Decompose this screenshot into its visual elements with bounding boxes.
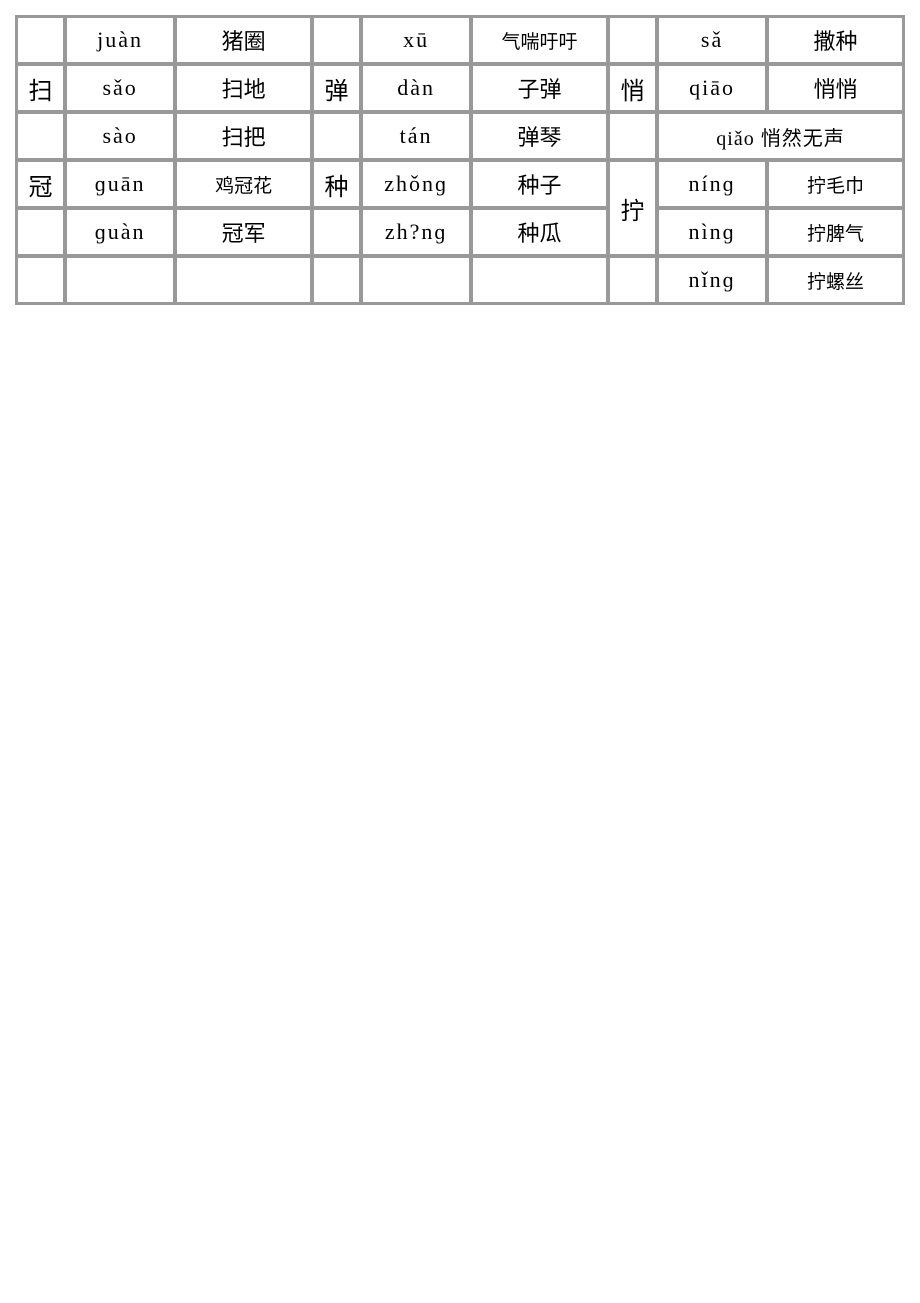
word-cell: 拧毛巾 (768, 161, 903, 207)
word-cell: 冠军 (176, 209, 311, 255)
char-cell (17, 257, 64, 303)
pinyin-cell: qiāo (658, 65, 766, 111)
char-cell: 悄 (609, 65, 656, 111)
char-cell (313, 113, 360, 159)
char-cell (313, 209, 360, 255)
word-cell (176, 257, 311, 303)
table-row: 冠 ɡuān 鸡冠花 种 zhǒnɡ 种子 拧 nínɡ 拧毛巾 (17, 161, 903, 207)
char-cell (17, 113, 64, 159)
pinyin-cell: zh?nɡ (362, 209, 470, 255)
pinyin-cell: dàn (362, 65, 470, 111)
pinyin-cell: nìnɡ (658, 209, 766, 255)
char-cell: 冠 (17, 161, 64, 207)
pinyin-cell: sǎ (658, 17, 766, 63)
word-cell: 扫地 (176, 65, 311, 111)
char-cell (609, 17, 656, 63)
char-cell (17, 17, 64, 63)
char-cell (313, 257, 360, 303)
word-cell: 猪圈 (176, 17, 311, 63)
pinyin-cell: nǐnɡ (658, 257, 766, 303)
word-cell: 弹琴 (472, 113, 607, 159)
word-cell: 撒种 (768, 17, 903, 63)
pinyin-cell: tán (362, 113, 470, 159)
word-cell: 拧螺丝 (768, 257, 903, 303)
char-cell: 种 (313, 161, 360, 207)
pinyin-cell: ɡuàn (66, 209, 174, 255)
word-cell: 鸡冠花 (176, 161, 311, 207)
char-cell (313, 17, 360, 63)
polyphone-table: juàn 猪圈 xū 气喘吁吁 sǎ 撒种 扫 sǎo 扫地 弹 dàn 子弹 … (15, 15, 905, 305)
merged-pinyin-word-cell: qiǎo 悄然无声 (658, 113, 903, 159)
word-cell: 气喘吁吁 (472, 17, 607, 63)
char-cell: 扫 (17, 65, 64, 111)
char-cell (609, 257, 656, 303)
word-cell: 拧脾气 (768, 209, 903, 255)
pinyin-cell: sào (66, 113, 174, 159)
word-cell: 子弹 (472, 65, 607, 111)
table-row: nǐnɡ 拧螺丝 (17, 257, 903, 303)
char-cell (17, 209, 64, 255)
char-cell: 弹 (313, 65, 360, 111)
pinyin-cell: ɡuān (66, 161, 174, 207)
word-cell (472, 257, 607, 303)
table-row: juàn 猪圈 xū 气喘吁吁 sǎ 撒种 (17, 17, 903, 63)
pinyin-cell: xū (362, 17, 470, 63)
word-cell: 扫把 (176, 113, 311, 159)
pinyin-cell (66, 257, 174, 303)
pinyin-cell: juàn (66, 17, 174, 63)
pinyin-cell: sǎo (66, 65, 174, 111)
table-row: sào 扫把 tán 弹琴 qiǎo 悄然无声 (17, 113, 903, 159)
word-cell: 种瓜 (472, 209, 607, 255)
char-cell: 拧 (609, 161, 656, 255)
char-cell (609, 113, 656, 159)
pinyin-cell: nínɡ (658, 161, 766, 207)
word-cell: 悄悄 (768, 65, 903, 111)
table-row: ɡuàn 冠军 zh?nɡ 种瓜 nìnɡ 拧脾气 (17, 209, 903, 255)
pinyin-cell (362, 257, 470, 303)
pinyin-cell: zhǒnɡ (362, 161, 470, 207)
table-row: 扫 sǎo 扫地 弹 dàn 子弹 悄 qiāo 悄悄 (17, 65, 903, 111)
word-cell: 种子 (472, 161, 607, 207)
